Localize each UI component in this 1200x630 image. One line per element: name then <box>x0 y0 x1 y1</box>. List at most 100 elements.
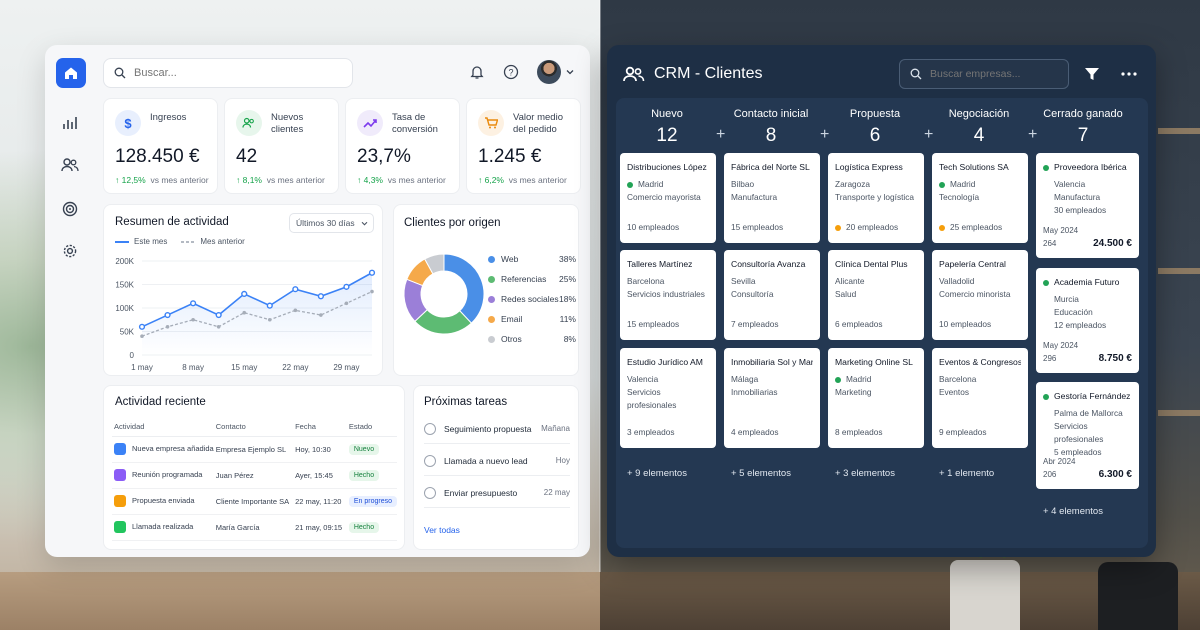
kpi-card-new-clients[interactable]: Nuevos clientes 42 ↑ 8,1% vs mes anterio… <box>224 98 339 194</box>
deal-card[interactable]: Clínica Dental Plus Alicante Salud 6 emplea… <box>828 250 924 340</box>
deal-card[interactable]: Papelería Central Valladolid Comercio mino… <box>932 250 1028 340</box>
company-name: Inmobiliaria Sol y Mar <box>731 357 813 367</box>
add-deal-icon[interactable]: + <box>716 126 726 143</box>
kpi-card-revenue[interactable]: $ Ingresos 128.450 € ↑ 12,5% vs mes ante… <box>103 98 218 194</box>
deal-card[interactable]: Fábrica del Norte SL Bilbao Manufactura 15 … <box>724 153 820 243</box>
company-name: Logística Express <box>835 162 903 172</box>
deal-footer: May 2024 264 24.500 € <box>1043 224 1132 250</box>
company-city-row: Valencia <box>627 373 709 386</box>
user-menu[interactable] <box>537 60 574 84</box>
pipeline-column-header[interactable]: Nuevo 12 <box>619 108 715 147</box>
task-item[interactable]: Llamada a nuevo lead Hoy <box>424 446 570 476</box>
deal-card[interactable]: Eventos & Congresos Barcelona Eventos 9 emp… <box>932 348 1028 448</box>
chevron-down-icon <box>361 221 367 226</box>
deal-card[interactable]: Estudio Jurídico AM Valencia Servicios pro… <box>620 348 716 448</box>
pipeline-column-header[interactable]: Propuesta 6 <box>827 108 923 147</box>
deal-card[interactable]: Proveedora Ibérica Valencia Manufactura 30 … <box>1036 153 1139 258</box>
legend-percent: 11% <box>559 314 576 324</box>
show-more-link[interactable]: + 3 elementos <box>835 468 895 479</box>
shelf <box>1158 410 1200 416</box>
task-checkbox[interactable] <box>424 486 436 499</box>
table-row[interactable]: Propuesta enviada Cliente Importante SA 22… <box>112 488 397 515</box>
company-name: Proveedora Ibérica <box>1054 162 1127 172</box>
crm-search-input[interactable] <box>930 68 1060 80</box>
search-input[interactable] <box>134 67 334 79</box>
show-more-link[interactable]: + 9 elementos <box>627 468 687 479</box>
home-button[interactable] <box>56 58 86 88</box>
deal-card[interactable]: Gestoría Fernández Palma de Mallorca Servi… <box>1036 382 1139 489</box>
task-item[interactable]: Enviar presupuesto 22 may <box>424 478 570 508</box>
sidebar-item-contacts[interactable] <box>58 153 82 177</box>
status-badge: Nuevo <box>348 443 380 455</box>
pie-legend-item: Web 38% <box>488 253 576 265</box>
company-sector: Tecnología <box>939 192 980 202</box>
deal-date: May 2024 <box>1043 226 1079 235</box>
kpi-card-average-order[interactable]: Valor medio del pedido 1.245 € ↑ 6,2% vs… <box>466 98 581 194</box>
table-row[interactable]: Reunión programada Juan Pérez Ayer, 15:45 H… <box>112 462 397 489</box>
pipeline-column-header[interactable]: Cerrado ganado 7 <box>1035 108 1131 147</box>
sidebar-item-goals[interactable] <box>58 197 82 221</box>
add-deal-icon[interactable]: + <box>820 126 830 143</box>
deal-card[interactable]: Distribuciones López Madrid Comercio mayor… <box>620 153 716 243</box>
deal-code: 296 <box>1043 354 1057 363</box>
add-deal-icon[interactable]: + <box>924 126 934 143</box>
deal-card[interactable]: Consultoría Avanza Sevilla Consultoría 7 em… <box>724 250 820 340</box>
pie-legend-item: Otros 8% <box>488 333 576 345</box>
company-city-row: Sevilla <box>731 275 813 288</box>
company-employees-row: 9 empleados <box>939 426 987 439</box>
more-options-icon[interactable] <box>1121 72 1137 76</box>
status-dot <box>939 224 945 231</box>
company-sector: Servicios profesionales <box>627 387 677 410</box>
table-row[interactable]: Nueva empresa añadida Empresa Ejemplo SL H… <box>112 436 397 463</box>
show-more-link[interactable]: + 4 elementos <box>1043 506 1103 517</box>
status-dot <box>1043 164 1049 171</box>
kpi-delta-value: ↑ 8,1% <box>236 175 262 185</box>
company-city-row: Madrid <box>835 373 917 386</box>
deal-code: 264 <box>1043 239 1057 248</box>
crm-search-box[interactable] <box>899 59 1069 89</box>
show-more-link[interactable]: + 5 elementos <box>731 468 791 479</box>
deal-card[interactable]: Marketing Online SL Madrid Marketing 8 empl… <box>828 348 924 448</box>
deal-card[interactable]: Logística Express Zaragoza Transporte y lo… <box>828 153 924 243</box>
help-icon[interactable]: ? <box>503 64 519 80</box>
add-deal-icon[interactable]: + <box>1028 126 1038 143</box>
task-checkbox[interactable] <box>424 422 436 435</box>
show-more-link[interactable]: + 1 elemento <box>939 468 995 479</box>
data-point-este-mes <box>368 269 376 276</box>
crm-title: CRM - Clientes <box>654 65 763 82</box>
deal-card[interactable]: Inmobiliaria Sol y Mar Málaga Inmobiliaria… <box>724 348 820 448</box>
pipeline-column-header[interactable]: Negociación 4 <box>931 108 1027 147</box>
view-all-link[interactable]: Ver todas <box>424 525 460 535</box>
range-value: Últimos 30 días <box>296 218 355 228</box>
data-point-este-mes <box>190 300 197 307</box>
date-cell: Ayer, 15:45 <box>293 462 347 489</box>
task-label: Llamada a nuevo lead <box>444 455 528 466</box>
pipeline-column-header[interactable]: Contacto inicial 8 <box>723 108 819 147</box>
activity-cell: Reunión programada <box>112 462 214 489</box>
deal-card[interactable]: Tech Solutions SA Madrid Tecnología 25 empl… <box>932 153 1028 243</box>
deal-card[interactable]: Talleres Martínez Barcelona Servicios indu… <box>620 250 716 340</box>
date-cell: 21 may, 09:15 <box>293 514 347 541</box>
task-checkbox[interactable] <box>424 454 436 467</box>
y-tick-label: 100K <box>115 304 134 313</box>
deal-card[interactable]: Academia Futuro Murcia Educación 12 emplead… <box>1036 268 1139 373</box>
legend-label: Mes anterior <box>200 237 245 246</box>
company-name: Talleres Martínez <box>627 259 693 269</box>
status-dot <box>627 181 633 188</box>
card-title: Próximas tareas <box>424 396 508 408</box>
company-employees-row: 6 empleados <box>835 318 883 331</box>
company-employees: 9 empleados <box>939 427 987 437</box>
sidebar-item-reports[interactable] <box>58 111 82 135</box>
desk-surface-left <box>0 572 600 630</box>
sidebar-item-settings[interactable] <box>58 239 82 263</box>
range-dropdown[interactable]: Últimos 30 días <box>289 213 374 233</box>
task-item[interactable]: Seguimiento propuesta Mañana <box>424 414 570 444</box>
table-row[interactable]: Llamada realizada María García 21 may, 09:… <box>112 514 397 541</box>
kpi-card-conversion[interactable]: Tasa de conversión 23,7% ↑ 4,3% vs mes a… <box>345 98 460 194</box>
bell-icon[interactable] <box>469 64 485 80</box>
legend-item-previous: Mes anterior <box>181 237 245 246</box>
filter-icon[interactable] <box>1084 67 1100 81</box>
company-name: Clínica Dental Plus <box>835 259 908 269</box>
company-city-row: Madrid <box>627 178 709 191</box>
search-box[interactable] <box>103 58 353 88</box>
